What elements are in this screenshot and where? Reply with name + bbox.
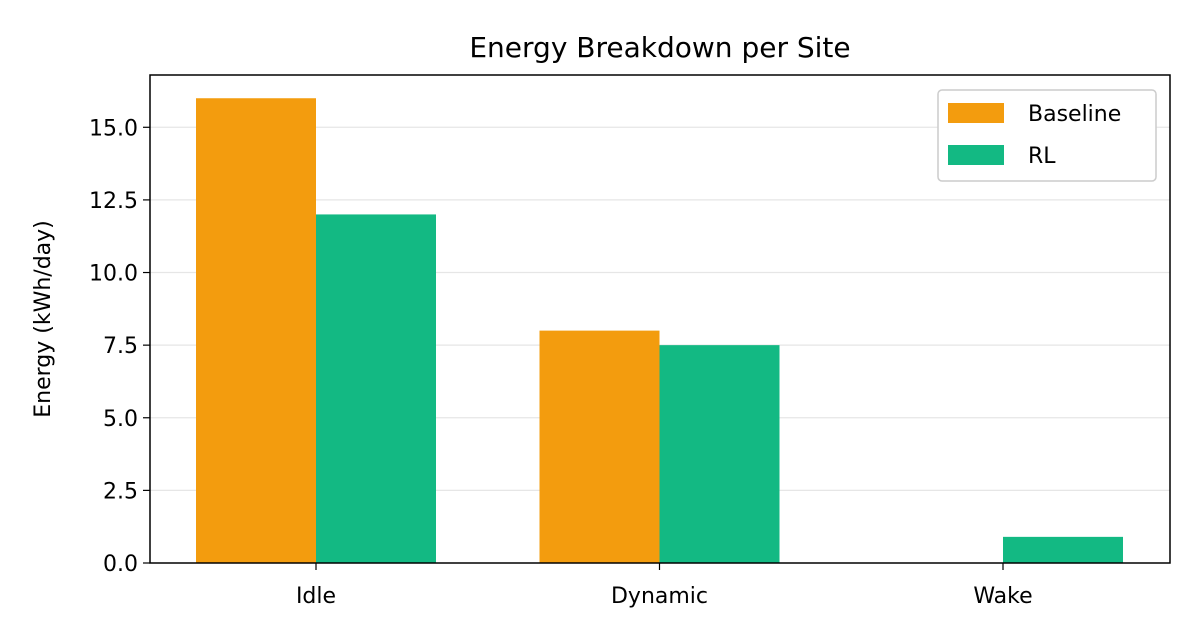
y-tick-label: 12.5 xyxy=(89,189,138,214)
legend-swatch-baseline xyxy=(948,103,1004,123)
chart-title: Energy Breakdown per Site xyxy=(469,31,850,64)
bar-baseline-dynamic xyxy=(539,330,660,563)
y-tick-label: 10.0 xyxy=(89,262,138,287)
y-axis-label: Energy (kWh/day) xyxy=(31,220,56,418)
legend-label-baseline: Baseline xyxy=(1028,102,1121,127)
y-tick-label: 0.0 xyxy=(103,552,138,577)
legend: Baseline RL xyxy=(937,89,1157,182)
x-tick-label: Idle xyxy=(296,584,336,609)
bar-rl-wake xyxy=(1003,536,1123,563)
y-tick-label: 7.5 xyxy=(103,334,138,359)
y-tick-label: 5.0 xyxy=(103,407,138,432)
bar-rl-idle xyxy=(316,214,436,563)
bar-baseline-idle xyxy=(196,98,316,563)
legend-swatch-rl xyxy=(948,145,1004,165)
bar-rl-dynamic xyxy=(659,345,780,563)
x-tick-label: Dynamic xyxy=(611,584,708,609)
y-tick-label: 2.5 xyxy=(103,479,138,504)
y-axis: 0.0 2.5 5.0 7.5 10.0 12.5 15.0 xyxy=(89,116,150,577)
legend-label-rl: RL xyxy=(1028,144,1056,169)
x-axis: Idle Dynamic Wake xyxy=(296,563,1033,609)
bars xyxy=(196,98,1123,563)
y-tick-label: 15.0 xyxy=(89,116,138,141)
x-tick-label: Wake xyxy=(973,584,1032,609)
